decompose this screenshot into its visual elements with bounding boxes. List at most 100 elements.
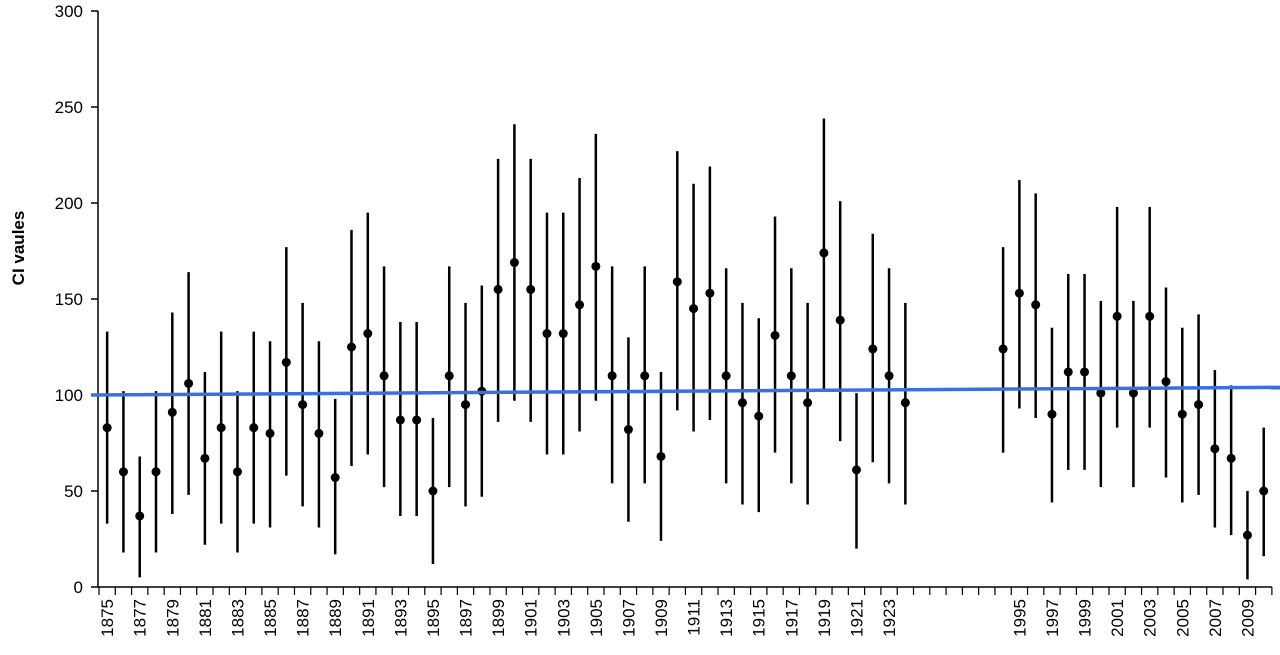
point	[689, 304, 699, 314]
point	[184, 378, 194, 388]
x-tick-label: 1909	[652, 599, 671, 637]
point	[819, 248, 829, 258]
point	[640, 371, 650, 381]
point	[232, 467, 242, 477]
point	[705, 288, 715, 298]
point	[835, 315, 845, 325]
x-tick-label: 2007	[1206, 599, 1225, 637]
x-tick-label: 1907	[619, 599, 638, 637]
x-tick-label: 1911	[685, 599, 704, 636]
x-tick-label: 1921	[847, 599, 866, 637]
y-tick-label: 100	[55, 386, 83, 405]
point	[379, 371, 389, 381]
point	[509, 258, 519, 268]
x-tick-label: 1877	[131, 599, 150, 637]
point	[526, 284, 536, 294]
point	[607, 371, 617, 381]
point	[1161, 377, 1171, 387]
x-tick-label: 1903	[554, 599, 573, 637]
y-tick-label: 50	[64, 482, 83, 501]
point	[868, 344, 878, 354]
point	[395, 415, 405, 425]
point	[412, 415, 422, 425]
point	[118, 467, 128, 477]
point	[1047, 409, 1057, 419]
point	[737, 398, 747, 408]
x-tick-label: 1923	[880, 599, 899, 637]
point	[851, 465, 861, 475]
y-tick-label: 0	[74, 578, 83, 597]
point	[591, 261, 601, 271]
x-tick-label: 1917	[782, 599, 801, 637]
point	[900, 398, 910, 408]
point	[1080, 367, 1090, 377]
x-tick-label: 1901	[522, 599, 541, 637]
point	[363, 329, 373, 339]
point	[1112, 311, 1122, 321]
point	[1128, 388, 1138, 398]
point	[575, 300, 585, 310]
x-tick-label: 1885	[261, 599, 280, 637]
x-tick-label: 1887	[294, 599, 313, 637]
point	[803, 398, 813, 408]
y-tick-label: 200	[55, 194, 83, 213]
point	[1031, 300, 1041, 310]
y-tick-label: 150	[55, 290, 83, 309]
x-tick-label: 1913	[717, 599, 736, 637]
x-tick-label: 1997	[1043, 599, 1062, 637]
point	[444, 371, 454, 381]
point	[314, 428, 324, 438]
x-tick-label: 1999	[1076, 599, 1095, 637]
point	[346, 342, 356, 352]
x-tick-label: 1883	[228, 599, 247, 637]
point	[884, 371, 894, 381]
x-tick-label: 1995	[1010, 599, 1029, 637]
point	[1063, 367, 1073, 377]
point	[542, 329, 552, 339]
point	[998, 344, 1008, 354]
point	[151, 467, 161, 477]
y-tick-label: 250	[55, 98, 83, 117]
point	[281, 357, 291, 367]
x-tick-label: 1879	[163, 599, 182, 637]
point	[1177, 409, 1187, 419]
point	[428, 486, 438, 496]
point	[672, 277, 682, 287]
point	[461, 400, 471, 410]
point	[786, 371, 796, 381]
point	[493, 284, 503, 294]
point	[298, 400, 308, 410]
point	[135, 511, 145, 521]
point	[754, 411, 764, 421]
y-axis-label: CI vaules	[9, 211, 28, 286]
point	[1014, 288, 1024, 298]
point	[167, 407, 177, 417]
trend-line	[90, 385, 1280, 397]
point	[1259, 486, 1269, 496]
x-tick-label: 2005	[1173, 599, 1192, 637]
point	[216, 423, 226, 433]
x-tick-label: 2009	[1238, 599, 1257, 637]
x-tick-label: 1899	[489, 599, 508, 637]
x-tick-label: 1889	[326, 599, 345, 637]
point	[330, 473, 340, 483]
point	[249, 423, 259, 433]
point	[770, 330, 780, 340]
y-tick-label: 300	[55, 2, 83, 21]
x-tick-label: 1875	[98, 599, 117, 637]
x-tick-label: 1881	[196, 599, 215, 637]
x-tick-label: 1895	[424, 599, 443, 637]
point	[1242, 530, 1252, 540]
point	[1145, 311, 1155, 321]
x-tick-label: 2001	[1108, 599, 1127, 637]
x-tick-label: 1891	[359, 599, 378, 637]
x-tick-label: 1893	[391, 599, 410, 637]
point	[1194, 400, 1204, 410]
x-tick-label: 1919	[815, 599, 834, 637]
point	[623, 425, 633, 435]
point	[102, 423, 112, 433]
point	[1226, 453, 1236, 463]
point	[721, 371, 731, 381]
